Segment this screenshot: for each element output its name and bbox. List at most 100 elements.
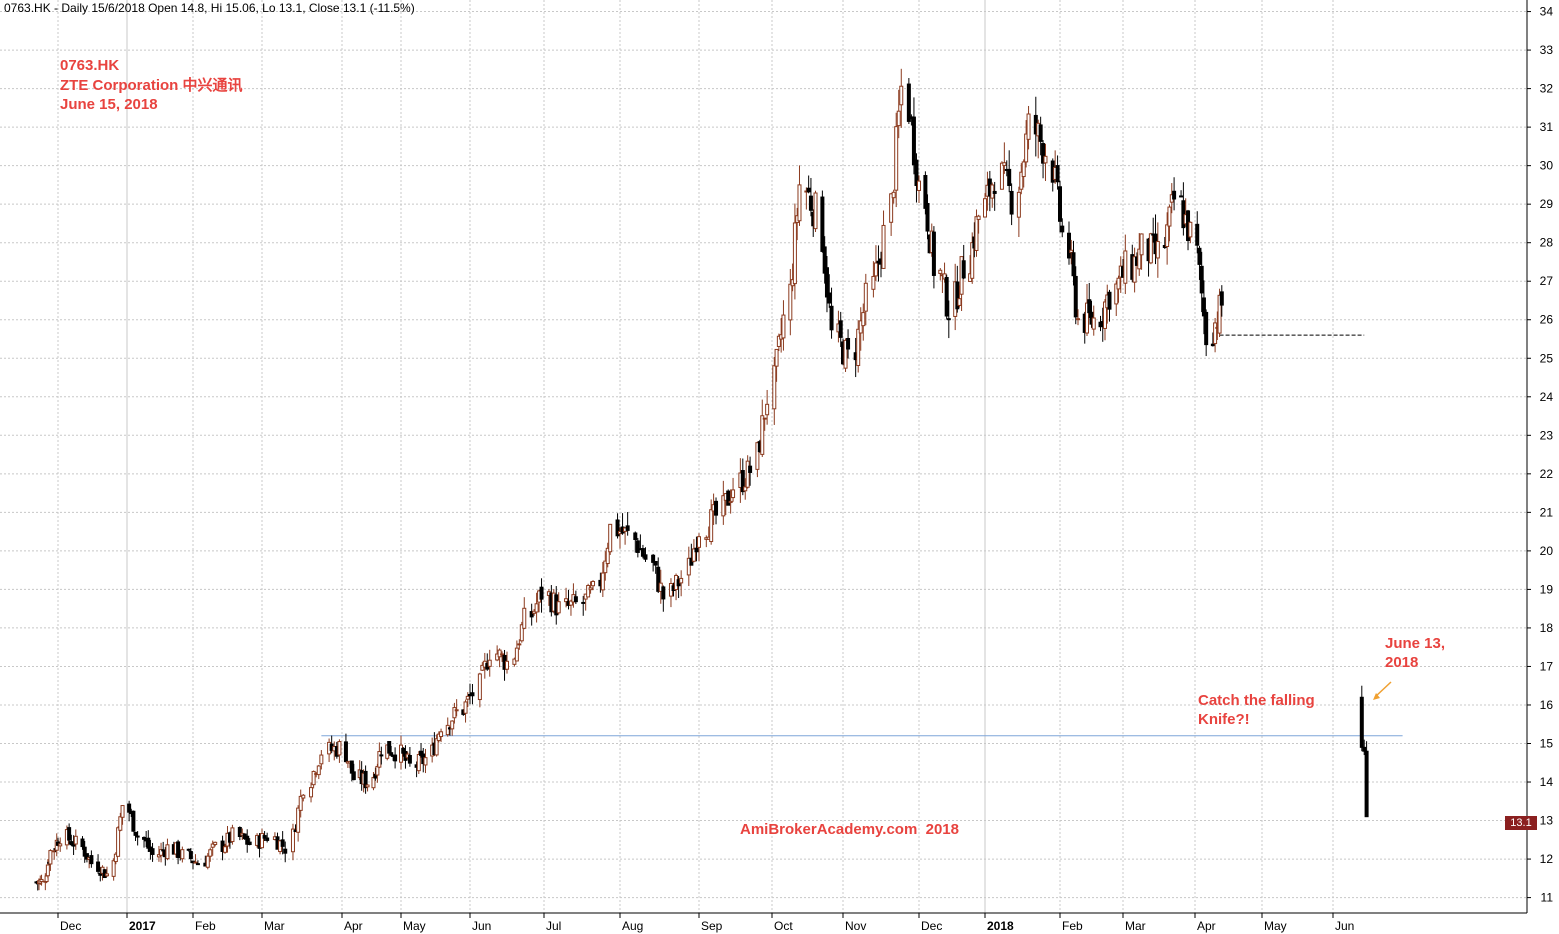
watermark: AmiBrokerAcademy.com 2018 (740, 821, 959, 838)
candle-down (635, 540, 640, 553)
candle-up (603, 560, 608, 574)
candle-down (131, 810, 136, 832)
x-tick-label: Jun (472, 919, 491, 933)
candle-up (439, 731, 444, 738)
candle-down (615, 519, 620, 537)
candle-up (1123, 250, 1128, 284)
candle-down (829, 305, 834, 331)
candle-up (311, 770, 316, 786)
june13-annotation: June 13, 2018 (1385, 634, 1445, 672)
candle-down (1195, 223, 1200, 246)
candle-up (891, 191, 896, 199)
candle-down (931, 231, 936, 276)
candle-up (111, 860, 116, 877)
x-tick-label: Aug (622, 919, 643, 933)
x-tick-label: Oct (774, 919, 793, 933)
candle-up (873, 262, 878, 277)
candle-up (894, 126, 899, 191)
candle-up (709, 509, 714, 543)
y-tick-label: 32 (1540, 82, 1554, 96)
candle-up (788, 283, 793, 321)
june13-line1: June 13, (1385, 635, 1446, 652)
candle-down (808, 195, 813, 211)
annotation-arrowhead (1373, 693, 1380, 700)
candle-up (500, 653, 505, 656)
candle-down (846, 337, 851, 350)
knife-line1: Catch the falling (1198, 692, 1315, 709)
candle-down (1055, 165, 1060, 183)
candle-down (1073, 275, 1078, 318)
candle-down (651, 554, 656, 563)
candle-down (1172, 190, 1177, 200)
candle-up (519, 624, 524, 642)
candle-down (186, 848, 191, 851)
x-tick-label: May (1264, 919, 1287, 933)
candle-down (71, 842, 76, 847)
candle-down (1364, 750, 1369, 818)
y-tick-label: 11 (1541, 891, 1554, 905)
candle-up (1091, 317, 1096, 330)
candle-up (116, 827, 121, 857)
candle-down (407, 754, 412, 764)
candle-down (401, 747, 406, 754)
y-tick-label: 25 (1540, 351, 1554, 365)
candle-up (792, 222, 797, 285)
candle-up (957, 298, 962, 306)
candle-up (679, 577, 684, 584)
candle-up (917, 180, 921, 191)
candle-up (445, 724, 450, 736)
y-tick-label: 17 (1540, 659, 1554, 673)
candle-up (480, 664, 485, 671)
candle-up (180, 849, 185, 860)
candle-down (470, 692, 475, 697)
x-tick-label: Feb (1062, 919, 1083, 933)
candle-up (454, 709, 459, 712)
candle-up (517, 643, 522, 646)
candle-up (73, 835, 78, 845)
candle-up (522, 607, 527, 629)
candle-up (605, 547, 610, 565)
candle-up (497, 649, 502, 658)
candle-up (1213, 322, 1218, 345)
candle-down (946, 318, 951, 321)
last-price-badge: 13.1 (1505, 816, 1537, 830)
candle-up (1165, 224, 1170, 247)
candle-up (120, 805, 125, 818)
candle-up (938, 269, 943, 274)
candle-down (146, 837, 151, 849)
candle-up (319, 754, 324, 765)
candle-down (82, 846, 87, 857)
candle-up (45, 864, 50, 877)
annotation-arrow (1374, 681, 1392, 698)
y-tick-label: 18 (1540, 621, 1554, 635)
x-tick-label: Apr (344, 919, 363, 933)
candle-up (976, 215, 981, 220)
candle-up (1043, 155, 1048, 164)
candle-up (39, 878, 44, 882)
candle-down (661, 586, 666, 600)
candle-up (210, 843, 215, 848)
candle-up (586, 585, 591, 598)
candle-down (656, 566, 661, 592)
y-tick-label: 12 (1540, 852, 1554, 866)
y-tick-label: 13 (1540, 814, 1554, 828)
candle-up (213, 841, 218, 846)
candle-down (1058, 186, 1062, 222)
x-tick-label: May (403, 919, 426, 933)
candle-down (135, 835, 140, 838)
candle-up (290, 828, 295, 853)
candle-down (581, 601, 586, 604)
candle-down (633, 532, 638, 540)
y-tick-label: 29 (1540, 197, 1554, 211)
candle-up (881, 224, 886, 269)
date-label: June 15, 2018 (60, 96, 158, 113)
candle-down (955, 281, 960, 310)
candle-down (961, 260, 966, 279)
candle-down (806, 187, 811, 193)
y-tick-label: 23 (1540, 428, 1554, 442)
y-tick-label: 33 (1540, 43, 1554, 57)
y-tick-label: 34 (1540, 5, 1554, 19)
candle-up (974, 216, 979, 251)
x-tick-label: Mar (1125, 919, 1146, 933)
candle-up (564, 598, 569, 603)
